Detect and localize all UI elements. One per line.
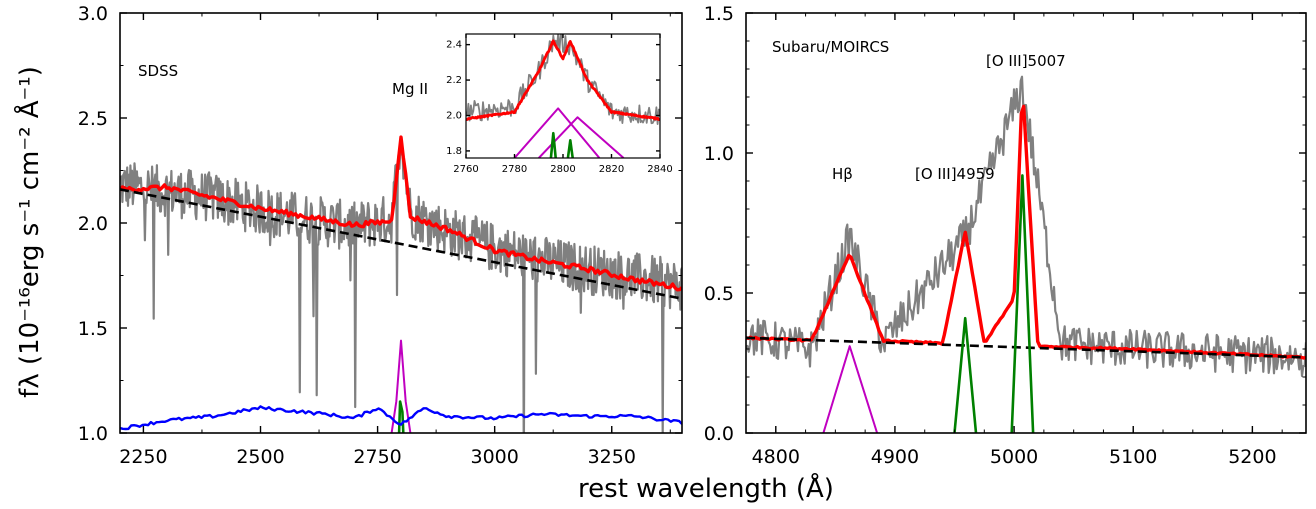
sdss-x-tick-label: 2750 <box>353 446 401 468</box>
moircs-y-tick-label: 0.5 <box>704 283 734 305</box>
sdss-y-tick-label: 1.5 <box>78 318 108 340</box>
moircs-continuum-series-2 <box>746 336 1306 359</box>
moircs-x-tick-label: 4900 <box>871 446 919 468</box>
sdss-frame <box>119 12 683 434</box>
inset-x-tick-label: 2780 <box>502 164 527 175</box>
moircs-narrow-series-4 <box>953 316 978 433</box>
sdss-broad-series-3 <box>390 339 412 433</box>
moircs-y-tick-label: 1.5 <box>704 3 734 25</box>
sdss-panel: 2250 2500 2750 3000 3250 1.0 1.5 2.0 2.5 3.0 SDSS… <box>78 3 683 468</box>
moircs-plot-area: 4800 4900 5000 5100 5200 0.0 0.5 1.0 1.5 <box>704 3 1307 468</box>
sdss-annotation: SDSS <box>138 62 178 80</box>
inset-x-tick-label: 2760 <box>453 164 478 175</box>
moircs-broad-series-3 <box>822 345 879 433</box>
sdss-x-tick-label: 3000 <box>470 446 518 468</box>
mgii-inset: 2760 2780 2800 2820 2840 1.8 2.0 2.2 2.4 <box>446 33 673 175</box>
sdss-y-tick-label: 2.5 <box>78 108 108 130</box>
sdss-x-tick-label: 2250 <box>119 446 167 468</box>
moircs-x-tick-label: 5200 <box>1228 446 1276 468</box>
y-axis-label: fλ (10⁻¹⁶erg s⁻¹ cm⁻² Å⁻¹) <box>13 66 45 398</box>
moircs-x-tick-label: 4800 <box>752 446 800 468</box>
inset-y-tick-label: 1.8 <box>446 146 462 157</box>
moircs-narrow-series-5 <box>1010 174 1035 433</box>
inset-narrow-series-5 <box>566 139 574 158</box>
sdss-error-series-5 <box>120 405 682 431</box>
inset-y-tick-label: 2.4 <box>446 40 462 51</box>
moircs-x-tick-label: 5100 <box>1109 446 1157 468</box>
sdss-x-tick-label: 2500 <box>236 446 284 468</box>
sdss-model-series-1 <box>120 135 682 292</box>
mgii-line-label: Mg II <box>392 80 428 98</box>
inset-y-tick-label: 2.0 <box>446 110 462 121</box>
sdss-y-tick-label: 2.0 <box>78 213 108 235</box>
moircs-x-tick-label: 5000 <box>990 446 1038 468</box>
inset-narrow-series-4 <box>549 131 557 158</box>
inset-model-series-1 <box>466 39 660 121</box>
sdss-y-tick-label: 3.0 <box>78 3 108 25</box>
sdss-x-tick-label: 3250 <box>588 446 636 468</box>
inset-x-tick-label: 2800 <box>550 164 575 175</box>
inset-data-series-0 <box>466 34 660 125</box>
sdss-y-tick-label: 1.0 <box>78 423 108 445</box>
moircs-frame <box>745 12 1307 434</box>
inset-x-tick-label: 2820 <box>599 164 624 175</box>
moircs-panel: 4800 4900 5000 5100 5200 0.0 0.5 1.0 1.5 Subaru/… <box>704 3 1307 468</box>
sdss-continuum-series-2 <box>120 188 682 300</box>
sdss-narrow-series-4 <box>397 400 405 433</box>
moircs-data-series-0 <box>746 75 1306 377</box>
hbeta-line-label: Hβ <box>832 165 853 183</box>
inset-y-tick-label: 2.2 <box>446 75 462 86</box>
moircs-y-tick-label: 1.0 <box>704 143 734 165</box>
sdss-plot-area: 2250 2500 2750 3000 3250 1.0 1.5 2.0 2.5 3.0 <box>78 3 683 468</box>
inset-broad-series-2 <box>513 107 601 158</box>
moircs-y-tick-label: 0.0 <box>704 423 734 445</box>
moircs-model-series-1 <box>746 104 1306 360</box>
oiii5007-line-label: [O III]5007 <box>986 52 1066 70</box>
x-axis-label: rest wavelength (Å) <box>578 472 834 504</box>
oiii4959-line-label: [O III]4959 <box>915 165 995 183</box>
moircs-annotation: Subaru/MOIRCS <box>772 38 889 56</box>
inset-x-tick-label: 2840 <box>647 164 672 175</box>
